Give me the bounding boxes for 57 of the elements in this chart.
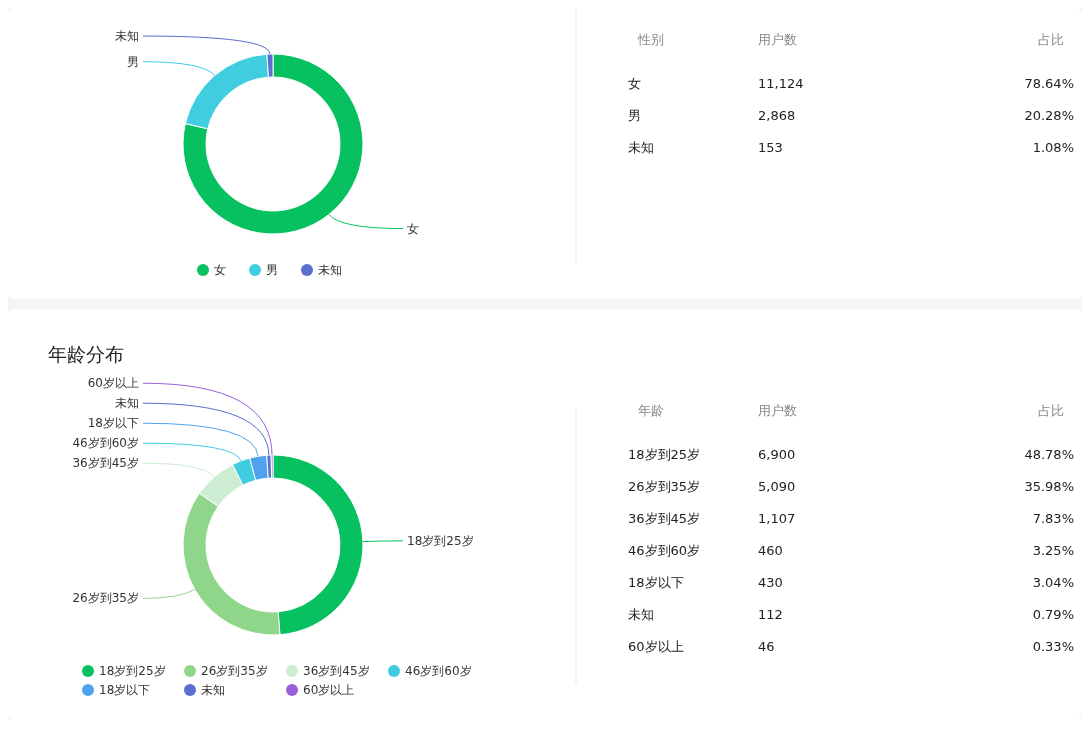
text: 5,090 — [758, 479, 796, 494]
legend-label: 男 — [266, 263, 278, 277]
text: 46岁到60岁 — [628, 543, 701, 558]
text: 112 — [758, 607, 783, 622]
text: 153 — [758, 140, 783, 155]
text: 460 — [758, 543, 783, 558]
text: 女 — [628, 76, 641, 91]
text: 36岁到45岁 — [628, 511, 701, 526]
text: 1.08% — [1032, 140, 1074, 155]
text: 18岁到25岁 — [628, 447, 701, 462]
legend-label: 46岁到60岁 — [405, 664, 472, 678]
text: 占比 — [1038, 403, 1064, 418]
slice-label: 未知 — [115, 396, 139, 411]
slice-label: 女 — [407, 221, 419, 236]
legend-label: 未知 — [201, 683, 225, 697]
text: 20.28% — [1024, 108, 1074, 123]
text: 3.25% — [1032, 543, 1074, 558]
text: 性别 — [637, 32, 664, 47]
text: 7.83% — [1032, 511, 1074, 526]
text: 48.78% — [1024, 447, 1074, 462]
text: 46 — [758, 639, 775, 654]
legend-label: 60岁以上 — [303, 683, 355, 697]
text: 26岁到35岁 — [628, 479, 701, 494]
text: 占比 — [1038, 32, 1064, 47]
slice-label: 未知 — [115, 29, 139, 44]
slice-label: 46岁到60岁 — [72, 436, 139, 451]
slice-label: 26岁到35岁 — [72, 591, 139, 606]
text: 60岁以上 — [628, 639, 684, 654]
text: 0.33% — [1032, 639, 1074, 654]
legend-label: 36岁到45岁 — [303, 664, 370, 678]
text: 11,124 — [758, 76, 804, 91]
text: 35.98% — [1024, 479, 1074, 494]
text: 用户数 — [758, 403, 797, 418]
slice-label: 36岁到45岁 — [72, 456, 139, 471]
text: 2,868 — [758, 108, 796, 123]
legend-label: 18岁到25岁 — [99, 664, 166, 678]
text: 0.79% — [1032, 607, 1074, 622]
text: 未知 — [628, 607, 654, 622]
slice-label: 男 — [127, 54, 139, 69]
text: 78.64% — [1024, 76, 1074, 91]
text: 18岁以下 — [628, 575, 684, 590]
text: 6,900 — [758, 447, 796, 462]
text: 男 — [628, 108, 641, 123]
text: 1,107 — [758, 511, 796, 526]
legend-label: 18岁以下 — [99, 683, 151, 697]
text: 430 — [758, 575, 783, 590]
chart-title: 年龄分布 — [48, 343, 124, 365]
text: 3.04% — [1032, 575, 1074, 590]
text: 未知 — [628, 140, 654, 155]
slice-label: 18岁以下 — [87, 416, 139, 431]
text: 年龄 — [638, 403, 664, 418]
legend-label: 26岁到35岁 — [201, 664, 268, 678]
slice-label: 60岁以上 — [87, 376, 139, 391]
legend-label: 女 — [214, 263, 226, 277]
legend-label: 未知 — [318, 263, 342, 277]
text: 用户数 — [758, 32, 797, 47]
slice-label: 18岁到25岁 — [407, 533, 474, 548]
